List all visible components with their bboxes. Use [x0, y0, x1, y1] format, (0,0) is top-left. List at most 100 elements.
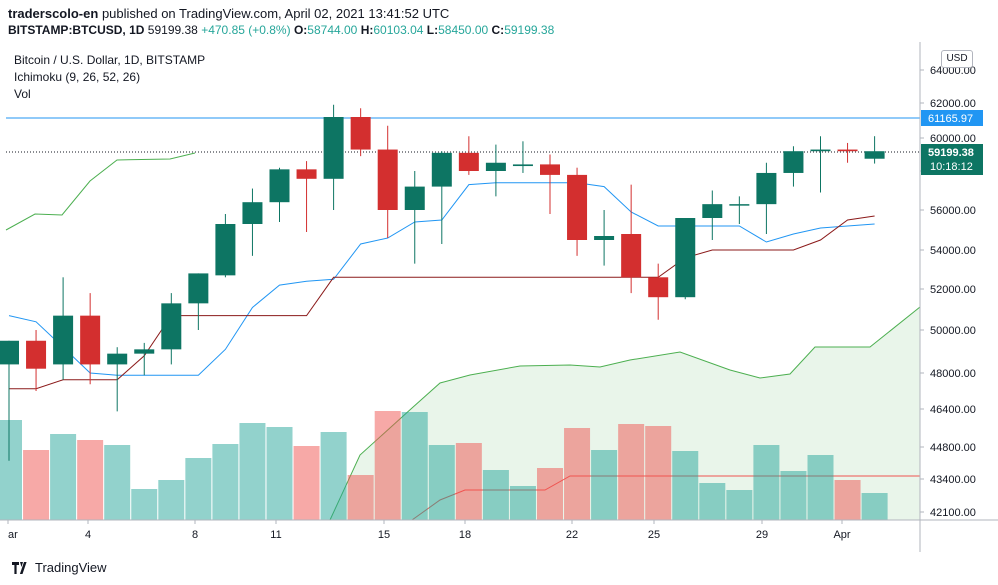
vol-legend[interactable]: Vol [14, 87, 31, 101]
candle [377, 125, 398, 238]
candle [215, 214, 236, 278]
candle-body [80, 315, 101, 365]
candle-body [134, 349, 155, 354]
candle [864, 136, 885, 164]
countdown-badge-text: 10:18:12 [930, 161, 973, 173]
candle [134, 342, 155, 376]
volume-bar [807, 455, 834, 520]
time-axis-tick-label: 15 [378, 529, 390, 541]
volume-bar [158, 480, 185, 520]
volume-bar [780, 471, 807, 520]
volume-bar [0, 420, 22, 520]
time-axis-tick-label: 4 [85, 529, 91, 541]
time-axis-tick-label: 25 [648, 529, 660, 541]
volume-bar [293, 446, 320, 520]
candle [404, 171, 425, 264]
candle [810, 136, 831, 193]
candle [540, 154, 560, 214]
candle [594, 210, 615, 266]
volume-bar [699, 483, 726, 520]
candle-body [0, 340, 19, 365]
volume-bar [861, 493, 888, 520]
high-label: H: [360, 23, 374, 37]
volume-bar [834, 480, 861, 520]
kijun-sen-line [9, 215, 875, 390]
senkou-span-a-line [329, 306, 921, 521]
candle-body [404, 186, 425, 210]
symbol-legend[interactable]: Bitcoin / U.S. Dollar, 1D, BITSTAMP [14, 53, 206, 67]
publish-header: traderscolo-en published on TradingView.… [0, 0, 998, 40]
candle [702, 190, 723, 240]
volume-bar [537, 468, 563, 520]
low-value: 58450.00 [438, 23, 489, 37]
candle-body [107, 353, 128, 365]
price-axis-tick-label: 54000.00 [930, 245, 976, 257]
author-name[interactable]: traderscolo-en [8, 6, 99, 21]
volume-bar [104, 445, 131, 520]
volume-bar [347, 475, 374, 520]
candle-body [864, 151, 885, 159]
volume-bar [753, 445, 780, 520]
level-price-badge-text: 61165.97 [928, 113, 973, 125]
change-value: +470.85 (+0.8%) [201, 23, 291, 37]
candle [621, 184, 642, 294]
candle [80, 293, 101, 385]
tradingview-logo[interactable]: TradingView [12, 560, 107, 575]
candle-body [540, 164, 560, 175]
price-axis-tick-label: 60000.00 [930, 133, 976, 145]
candle-body [729, 204, 750, 206]
volume-bar [401, 412, 428, 520]
currency-button[interactable]: USD [941, 50, 973, 68]
time-axis-tick-label: 22 [566, 529, 578, 541]
candle [729, 196, 750, 224]
candle [26, 330, 47, 391]
candle-body [594, 236, 615, 240]
open-label: O: [293, 23, 308, 37]
candle-body [458, 152, 479, 171]
volume-bar [77, 440, 104, 520]
candle [296, 161, 317, 232]
time-axis-tick-label: 18 [459, 529, 471, 541]
price-axis-tick-label: 62000.00 [930, 98, 976, 110]
candle [837, 142, 858, 163]
ohlc-summary: BITSTAMP:BTCUSD, 1D 59199.38 +470.85 (+0… [8, 23, 554, 37]
volume-bar [455, 443, 482, 520]
volume-bar [591, 450, 618, 520]
candle [512, 141, 533, 173]
high-value: 60103.04 [373, 23, 424, 37]
candle [648, 263, 669, 320]
volume-bar [185, 458, 212, 520]
price-axis-tick-label: 52000.00 [930, 284, 976, 296]
volume-bar [320, 432, 347, 520]
price-chart[interactable]: 64000.0062000.0060000.0058000.0056000.00… [0, 0, 998, 552]
ichimoku-legend[interactable]: Ichimoku (9, 26, 52, 26) [14, 70, 141, 84]
level-price-badge [921, 110, 983, 126]
candle-body [188, 273, 209, 304]
candle [242, 188, 263, 256]
candle-body [350, 117, 371, 150]
candle-body [377, 149, 398, 210]
price-axis-tick-label: 48000.00 [930, 368, 976, 380]
volume-bar [212, 444, 239, 520]
volume-bar [23, 450, 50, 520]
volume-bar [509, 486, 536, 520]
price-axis-tick-label: 50000.00 [930, 325, 976, 337]
time-axis-tick-label: 11 [270, 529, 281, 541]
candle-body [53, 315, 74, 365]
price-axis-tick-label: 56000.00 [930, 205, 976, 217]
chikou-span-line [5, 152, 196, 231]
volume-bar [564, 428, 591, 520]
candle [188, 273, 209, 330]
volume-bar [645, 426, 672, 520]
volume-bar [618, 424, 645, 520]
candle [161, 293, 182, 365]
candle-body [485, 162, 506, 171]
candle [350, 108, 371, 157]
tradingview-brand: TradingView [35, 560, 107, 575]
candle-body [431, 152, 452, 187]
candle [431, 151, 452, 244]
candle-body [215, 224, 236, 276]
publish-info: traderscolo-en published on TradingView.… [8, 6, 449, 21]
time-axis-tick-label: ar [8, 529, 18, 541]
symbol-label: BITSTAMP:BTCUSD, 1D [8, 23, 145, 37]
